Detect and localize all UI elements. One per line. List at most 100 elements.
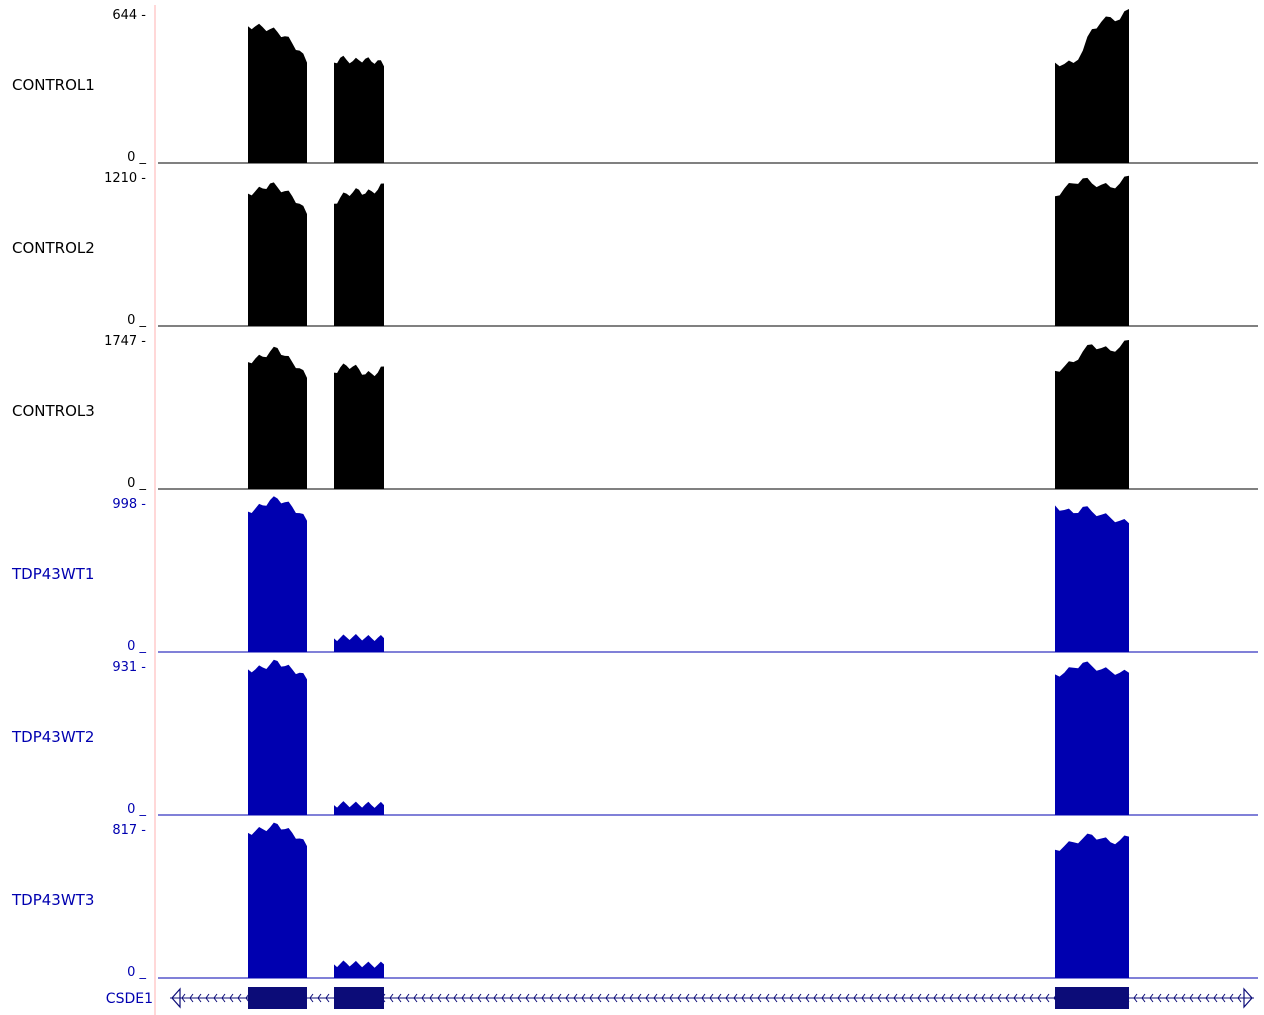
strand-chevron bbox=[765, 993, 770, 1003]
strand-chevron bbox=[1189, 993, 1194, 1003]
track-tdp43wt1[interactable]: 998 - 0 _ TDP43WT1 bbox=[11, 496, 1258, 654]
coverage-exon-a[interactable] bbox=[248, 182, 307, 326]
strand-chevron bbox=[517, 993, 522, 1003]
strand-chevron bbox=[565, 993, 570, 1003]
strand-chevron bbox=[741, 993, 746, 1003]
strand-chevron bbox=[189, 993, 194, 1003]
strand-chevron bbox=[845, 993, 850, 1003]
ymax-label: 1210 - bbox=[104, 171, 146, 186]
strand-chevron bbox=[733, 993, 738, 1003]
strand-chevron bbox=[693, 993, 698, 1003]
coverage-exon-a[interactable] bbox=[248, 23, 307, 164]
ymin-label: 0 _ bbox=[127, 476, 146, 491]
strand-chevron bbox=[317, 993, 322, 1003]
exon-block-1[interactable] bbox=[248, 987, 307, 1009]
exon-block-2[interactable] bbox=[334, 987, 384, 1009]
strand-chevron bbox=[933, 993, 938, 1003]
exon-block-3[interactable] bbox=[1055, 987, 1129, 1009]
ymax-label: 931 - bbox=[112, 660, 146, 675]
coverage-exon-c[interactable] bbox=[1055, 833, 1129, 978]
strand-chevron bbox=[1165, 993, 1170, 1003]
strand-chevron bbox=[653, 993, 658, 1003]
coverage-exon-c[interactable] bbox=[1055, 175, 1129, 326]
coverage-exon-c[interactable] bbox=[1055, 505, 1129, 652]
strand-chevron bbox=[709, 993, 714, 1003]
strand-chevron bbox=[661, 993, 666, 1003]
strand-chevron bbox=[549, 993, 554, 1003]
coverage-exon-a[interactable] bbox=[248, 496, 307, 652]
ymin-label: 0 _ bbox=[127, 965, 146, 980]
strand-chevron bbox=[789, 993, 794, 1003]
coverage-exon-b[interactable] bbox=[334, 634, 384, 652]
ymin-label: 0 _ bbox=[127, 639, 146, 654]
strand-chevron bbox=[909, 993, 914, 1003]
track-tdp43wt2[interactable]: 931 - 0 _ TDP43WT2 bbox=[11, 659, 1258, 817]
strand-chevron bbox=[1029, 993, 1034, 1003]
signal-tracks: 644 - 0 _ CONTROL1 1210 - 0 _ CONTROL2 1747 - 0… bbox=[11, 8, 1258, 980]
track-name: CONTROL1 bbox=[12, 76, 95, 94]
strand-chevron bbox=[813, 993, 818, 1003]
coverage-exon-b[interactable] bbox=[334, 55, 384, 164]
strand-chevron bbox=[829, 993, 834, 1003]
strand-chevron bbox=[957, 993, 962, 1003]
coverage-exon-a[interactable] bbox=[248, 346, 307, 489]
coverage-exon-c[interactable] bbox=[1055, 9, 1129, 163]
coverage-exon-c[interactable] bbox=[1055, 661, 1129, 816]
gene-track[interactable]: CSDE1 bbox=[106, 987, 1254, 1009]
strand-chevron bbox=[533, 993, 538, 1003]
gene-label: CSDE1 bbox=[106, 991, 153, 1007]
track-tdp43wt3[interactable]: 817 - 0 _ TDP43WT3 bbox=[11, 822, 1258, 980]
strand-chevron bbox=[589, 993, 594, 1003]
strand-chevron bbox=[1213, 993, 1218, 1003]
coverage-exon-a[interactable] bbox=[248, 659, 307, 815]
strand-chevron bbox=[1045, 993, 1050, 1003]
coverage-exon-c[interactable] bbox=[1055, 340, 1129, 489]
strand-chevron bbox=[461, 993, 466, 1003]
track-name: TDP43WT1 bbox=[11, 565, 94, 583]
ymin-label: 0 _ bbox=[127, 313, 146, 328]
coverage-exon-b[interactable] bbox=[334, 363, 384, 490]
track-control1[interactable]: 644 - 0 _ CONTROL1 bbox=[12, 8, 1258, 165]
coverage-exon-b[interactable] bbox=[334, 801, 384, 815]
track-control2[interactable]: 1210 - 0 _ CONTROL2 bbox=[12, 171, 1258, 328]
strand-chevron bbox=[837, 993, 842, 1003]
strand-chevron bbox=[1205, 993, 1210, 1003]
coverage-exon-b[interactable] bbox=[334, 960, 384, 979]
strand-chevron bbox=[797, 993, 802, 1003]
track-control3[interactable]: 1747 - 0 _ CONTROL3 bbox=[12, 334, 1258, 491]
strand-chevron bbox=[501, 993, 506, 1003]
strand-chevron bbox=[613, 993, 618, 1003]
strand-chevron bbox=[637, 993, 642, 1003]
strand-chevron bbox=[405, 993, 410, 1003]
ymax-label: 998 - bbox=[112, 497, 146, 512]
strand-chevron bbox=[757, 993, 762, 1003]
coverage-exon-b[interactable] bbox=[334, 183, 384, 327]
strand-chevron bbox=[221, 993, 226, 1003]
strand-chevron bbox=[989, 993, 994, 1003]
strand-chevron bbox=[581, 993, 586, 1003]
strand-chevron bbox=[413, 993, 418, 1003]
strand-chevron bbox=[469, 993, 474, 1003]
strand-chevron bbox=[597, 993, 602, 1003]
track-name: TDP43WT2 bbox=[11, 728, 94, 746]
strand-chevron bbox=[901, 993, 906, 1003]
strand-chevron bbox=[773, 993, 778, 1003]
strand-chevron bbox=[213, 993, 218, 1003]
ymin-label: 0 _ bbox=[127, 150, 146, 165]
strand-chevron bbox=[421, 993, 426, 1003]
coverage-exon-a[interactable] bbox=[248, 822, 307, 978]
strand-chevron bbox=[677, 993, 682, 1003]
track-name: TDP43WT3 bbox=[11, 891, 94, 909]
strand-chevron bbox=[725, 993, 730, 1003]
strand-chevron bbox=[397, 993, 402, 1003]
strand-chevron bbox=[237, 993, 242, 1003]
strand-chevron bbox=[1005, 993, 1010, 1003]
strand-chevron bbox=[445, 993, 450, 1003]
strand-chevron bbox=[1149, 993, 1154, 1003]
strand-chevron bbox=[893, 993, 898, 1003]
strand-chevron bbox=[781, 993, 786, 1003]
strand-chevron bbox=[437, 993, 442, 1003]
strand-chevron bbox=[621, 993, 626, 1003]
strand-chevron bbox=[877, 993, 882, 1003]
strand-chevron bbox=[629, 993, 634, 1003]
